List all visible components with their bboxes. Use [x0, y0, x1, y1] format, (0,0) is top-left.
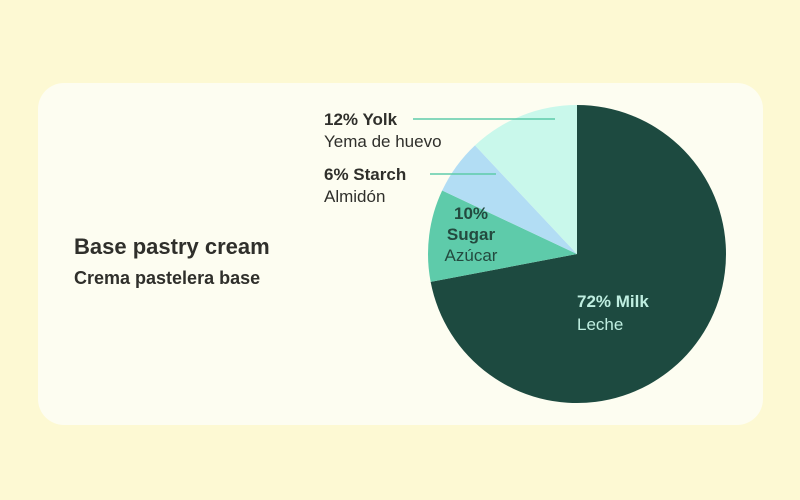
pie-slice-yolk [475, 105, 577, 254]
slice-label-yolk-es: Yema de huevo [324, 132, 442, 151]
slice-label-starch-es: Almidón [324, 187, 385, 206]
chart-title: Base pastry cream [74, 234, 270, 259]
slice-label-milk-es: Leche [577, 315, 623, 334]
slice-label-starch: 6% Starch [324, 165, 406, 184]
slice-label-sugar-es: Azúcar [445, 246, 498, 265]
pie-slice-starch [442, 145, 577, 254]
pie-slice-milk [430, 105, 727, 403]
slice-label-sugar-pct: 10% [454, 204, 488, 223]
pie-slices [428, 105, 727, 403]
chart-subtitle: Crema pastelera base [74, 268, 261, 288]
slice-label-yolk: 12% Yolk [324, 110, 398, 129]
pie-slice-sugar [428, 190, 577, 282]
slice-label-sugar: Sugar [447, 225, 496, 244]
slice-label-milk: 72% Milk [577, 292, 649, 311]
